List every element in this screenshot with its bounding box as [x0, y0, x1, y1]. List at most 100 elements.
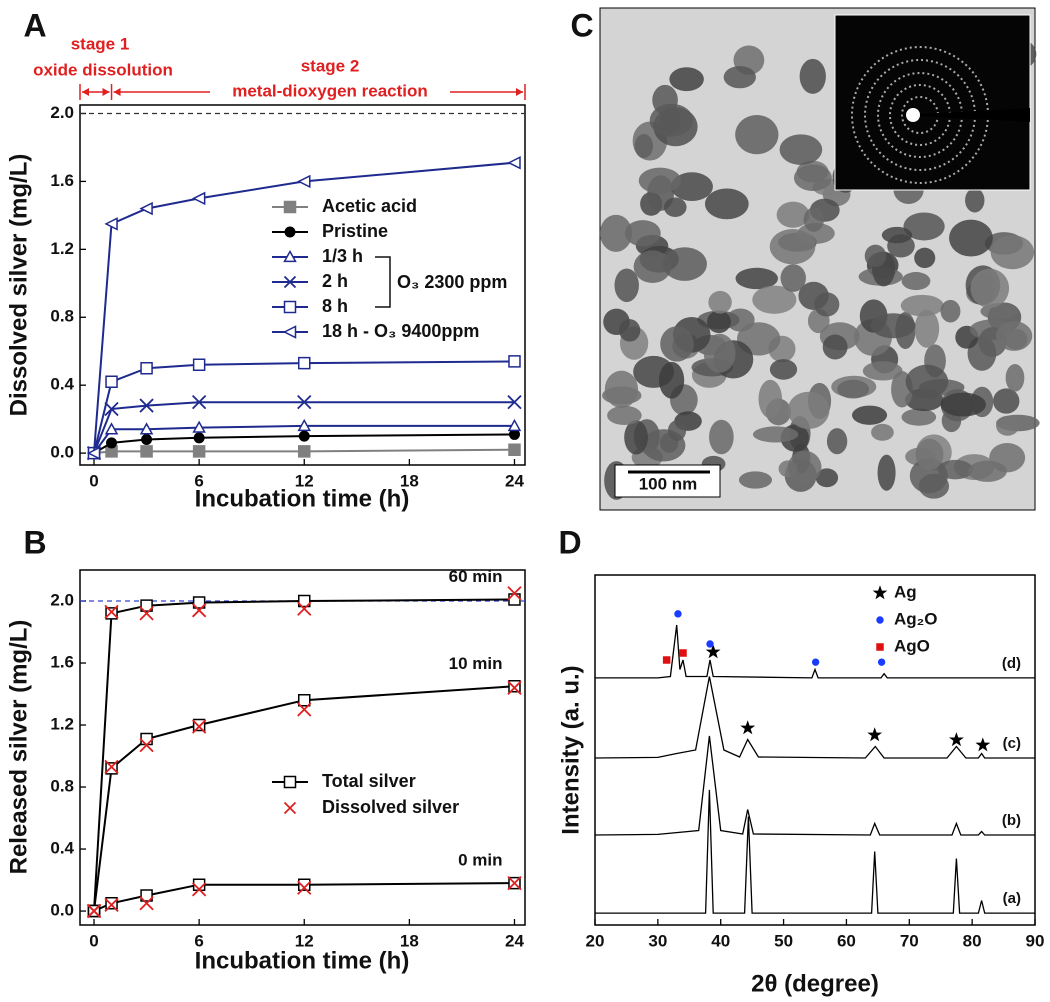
particle	[993, 388, 1020, 414]
marker	[284, 226, 296, 238]
panel-letter: D	[558, 524, 581, 560]
x-tick-label: 30	[648, 931, 667, 950]
legend-label: Dissolved silver	[322, 797, 459, 817]
marker	[297, 174, 311, 189]
legend-label: Ag	[894, 582, 917, 601]
legend-marker	[876, 616, 884, 624]
x-tick-label: 80	[963, 931, 982, 950]
x-tick-label: 40	[711, 931, 730, 950]
marker	[507, 156, 521, 170]
curve-label: 60 min	[449, 567, 503, 586]
series-line	[594, 676, 1035, 759]
marker	[283, 775, 297, 789]
plot-frame	[79, 569, 526, 926]
marker	[508, 680, 521, 693]
marker	[191, 882, 207, 897]
marker	[192, 445, 206, 458]
marker	[86, 903, 102, 919]
particle	[663, 197, 687, 218]
marker	[140, 445, 153, 458]
annotation: stage 2	[301, 56, 360, 75]
marker	[191, 191, 206, 206]
particle	[704, 188, 749, 220]
marker	[104, 217, 118, 231]
particle	[914, 247, 936, 269]
particle	[864, 244, 887, 268]
particle	[787, 391, 830, 430]
particle	[669, 67, 704, 92]
particle	[968, 460, 1007, 482]
particle	[970, 268, 1010, 309]
curve-label: 0 min	[458, 851, 502, 870]
marker	[297, 601, 312, 616]
particle	[708, 290, 732, 314]
y-axis-label: Intensity (a. u.)	[557, 665, 584, 834]
marker	[508, 593, 521, 606]
particle	[949, 219, 993, 257]
particle	[769, 228, 816, 265]
marker	[139, 606, 154, 621]
particle	[901, 272, 931, 291]
marker	[139, 738, 154, 753]
series-line	[93, 598, 515, 912]
particle	[649, 103, 694, 137]
particle	[780, 264, 806, 292]
particle	[822, 334, 848, 360]
annotation: metal-dioxygen reaction	[232, 81, 428, 100]
marker	[105, 762, 118, 775]
marker	[705, 644, 721, 659]
y-tick-label: 1.6	[50, 652, 74, 671]
plot-frame	[79, 104, 526, 466]
panel-letter: C	[570, 7, 593, 43]
marker	[507, 876, 522, 891]
particle	[752, 426, 799, 443]
x-tick-label: 6	[194, 931, 203, 950]
marker	[975, 737, 991, 752]
particle	[776, 201, 810, 228]
marker	[298, 878, 311, 891]
marker	[706, 640, 714, 648]
particle	[670, 172, 713, 201]
series-line	[93, 161, 515, 454]
marker	[283, 275, 297, 289]
marker	[191, 603, 207, 618]
marker	[283, 300, 297, 314]
particle	[660, 326, 694, 362]
x-tick-label: 12	[295, 471, 314, 490]
marker	[740, 720, 756, 735]
plot-frame	[594, 574, 1036, 926]
y-tick-label: 0.8	[50, 307, 74, 326]
marker	[298, 445, 311, 458]
marker	[867, 727, 883, 742]
particle	[996, 415, 1020, 436]
marker	[282, 325, 297, 339]
marker	[139, 896, 154, 911]
legend-label: 1/3 h	[322, 246, 363, 266]
panel-letter: B	[23, 524, 46, 560]
series-line	[93, 401, 515, 454]
marker	[104, 604, 119, 619]
x-tick-label: 50	[774, 931, 793, 950]
marker	[662, 656, 671, 664]
marker	[283, 801, 297, 815]
particle	[940, 299, 961, 323]
marker	[949, 732, 964, 747]
y-tick-label: 2.0	[50, 103, 74, 122]
x-tick-label: 12	[295, 931, 314, 950]
x-tick-label: 6	[194, 471, 203, 490]
marker	[139, 398, 154, 413]
particle	[735, 115, 779, 155]
y-tick-label: 0.8	[50, 777, 74, 796]
marker	[191, 395, 207, 410]
marker	[811, 658, 820, 666]
particle	[852, 405, 888, 425]
marker	[508, 355, 521, 368]
marker	[105, 897, 118, 910]
series-line	[594, 735, 1035, 836]
y-tick-label: 0.4	[50, 375, 74, 394]
particle	[624, 420, 648, 455]
y-tick-label: 0.0	[50, 901, 74, 920]
annotation: oxide dissolution	[33, 60, 173, 79]
scale-bar-label: 100 nm	[639, 474, 698, 493]
